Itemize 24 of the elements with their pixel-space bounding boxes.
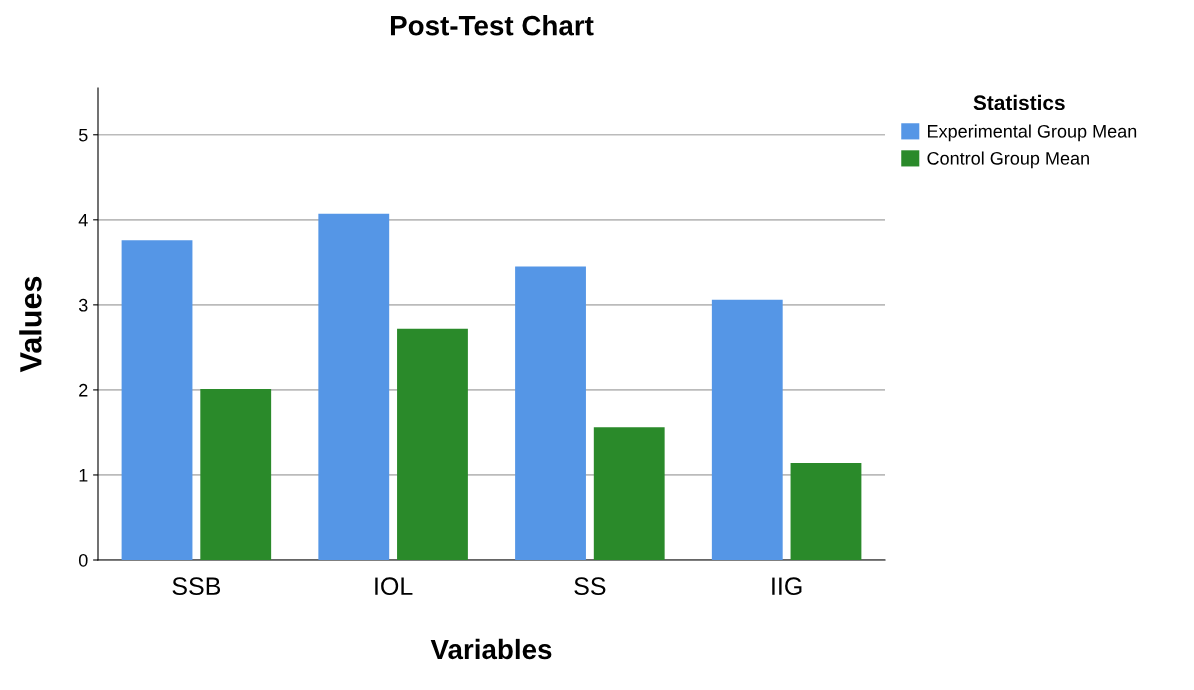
bar bbox=[200, 389, 272, 560]
bar bbox=[318, 213, 390, 560]
legend-label: Experimental Group Mean bbox=[928, 124, 1137, 142]
legend-label: Control Group Mean bbox=[927, 151, 1089, 169]
y-tick-label: 4 bbox=[78, 213, 88, 227]
bar bbox=[593, 427, 665, 560]
bar bbox=[790, 463, 862, 560]
bar bbox=[121, 240, 193, 560]
y-tick-label: 1 bbox=[79, 469, 88, 482]
x-tick-label: SS bbox=[574, 577, 606, 596]
bar bbox=[711, 299, 783, 560]
bar bbox=[397, 328, 468, 560]
y-tick-label: 5 bbox=[78, 128, 88, 142]
y-tick-label: 0 bbox=[78, 553, 88, 567]
x-tick-label: SSB bbox=[172, 577, 221, 596]
x-tick-label: IIG bbox=[772, 577, 802, 596]
legend-title: Statistics bbox=[973, 94, 1065, 111]
x-axis-title: Variables bbox=[430, 638, 552, 660]
bar bbox=[515, 266, 586, 560]
chart-title: Post-Test Chart bbox=[390, 15, 594, 36]
y-tick-label: 3 bbox=[78, 298, 88, 312]
y-axis-title: Values bbox=[19, 276, 42, 373]
y-tick-label: 2 bbox=[79, 383, 88, 397]
x-tick-label: IOL bbox=[375, 577, 413, 596]
